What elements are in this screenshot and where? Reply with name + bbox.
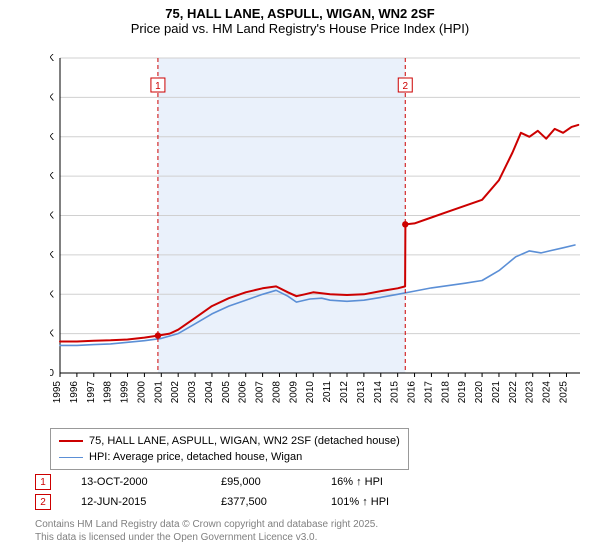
footer-line-1: Contains HM Land Registry data © Crown c… <box>35 518 378 531</box>
transaction-date: 12-JUN-2015 <box>81 496 221 508</box>
svg-text:2003: 2003 <box>187 381 198 404</box>
transaction-row: 1 13-OCT-2000£95,00016% ↑ HPI <box>35 472 451 492</box>
svg-text:2011: 2011 <box>322 381 333 403</box>
svg-text:2013: 2013 <box>356 381 367 404</box>
chart-area: £0 £100K £200K £300K £400K £500K £600K £700K £80… <box>50 48 590 408</box>
svg-text:2012: 2012 <box>339 381 350 404</box>
svg-text:2004: 2004 <box>204 381 215 404</box>
title-line-2: Price paid vs. HM Land Registry's House … <box>0 21 600 36</box>
svg-text:2017: 2017 <box>423 381 434 404</box>
legend-label: 75, HALL LANE, ASPULL, WIGAN, WN2 2SF (d… <box>89 433 400 449</box>
svg-text:2018: 2018 <box>440 381 451 404</box>
legend-swatch <box>59 457 83 458</box>
svg-text:1996: 1996 <box>69 381 80 404</box>
svg-text:2005: 2005 <box>221 381 232 404</box>
transaction-row: 2 12-JUN-2015£377,500101% ↑ HPI <box>35 492 451 512</box>
svg-text:2025: 2025 <box>558 381 569 404</box>
svg-text:2010: 2010 <box>305 381 316 404</box>
footer: Contains HM Land Registry data © Crown c… <box>35 518 378 544</box>
svg-text:2015: 2015 <box>390 381 401 404</box>
svg-text:2007: 2007 <box>255 381 266 404</box>
transaction-hpi: 101% ↑ HPI <box>331 496 451 508</box>
svg-text:2022: 2022 <box>508 381 519 404</box>
svg-text:2014: 2014 <box>373 381 384 404</box>
transaction-price: £95,000 <box>221 476 331 488</box>
svg-text:2023: 2023 <box>525 381 536 404</box>
svg-text:£400K: £400K <box>50 211 54 222</box>
svg-text:2020: 2020 <box>474 381 485 404</box>
footer-line-2: This data is licensed under the Open Gov… <box>35 531 378 544</box>
svg-text:£800K: £800K <box>50 53 54 64</box>
svg-text:2019: 2019 <box>457 381 468 404</box>
legend-swatch <box>59 440 83 442</box>
title-line-1: 75, HALL LANE, ASPULL, WIGAN, WN2 2SF <box>0 6 600 21</box>
svg-text:1995: 1995 <box>52 381 63 404</box>
svg-text:2016: 2016 <box>407 381 418 404</box>
transaction-badge: 2 <box>35 494 51 510</box>
svg-text:£600K: £600K <box>50 132 54 143</box>
legend: 75, HALL LANE, ASPULL, WIGAN, WN2 2SF (d… <box>50 428 409 470</box>
svg-text:£100K: £100K <box>50 329 54 340</box>
transaction-price: £377,500 <box>221 496 331 508</box>
svg-text:2008: 2008 <box>271 381 282 404</box>
transaction-hpi: 16% ↑ HPI <box>331 476 451 488</box>
transaction-badge: 1 <box>35 474 51 490</box>
svg-text:2024: 2024 <box>542 381 553 404</box>
legend-item: 75, HALL LANE, ASPULL, WIGAN, WN2 2SF (d… <box>59 433 400 449</box>
svg-text:1999: 1999 <box>120 381 131 404</box>
svg-text:2001: 2001 <box>153 381 164 404</box>
svg-text:1997: 1997 <box>86 381 97 404</box>
chart-titles: 75, HALL LANE, ASPULL, WIGAN, WN2 2SF Pr… <box>0 0 600 36</box>
svg-text:2002: 2002 <box>170 381 181 404</box>
svg-text:£500K: £500K <box>50 171 54 182</box>
svg-text:2000: 2000 <box>136 381 147 404</box>
svg-text:2006: 2006 <box>238 381 249 404</box>
svg-text:2: 2 <box>402 81 408 92</box>
svg-text:£700K: £700K <box>50 92 54 103</box>
legend-item: HPI: Average price, detached house, Wiga… <box>59 449 400 465</box>
transactions-table: 1 13-OCT-2000£95,00016% ↑ HPI 2 12-JUN-2015… <box>35 472 451 512</box>
svg-text:£300K: £300K <box>50 250 54 261</box>
svg-text:2009: 2009 <box>288 381 299 404</box>
legend-label: HPI: Average price, detached house, Wiga… <box>89 449 302 465</box>
svg-text:2021: 2021 <box>491 381 502 404</box>
svg-text:1: 1 <box>155 81 161 92</box>
svg-text:1998: 1998 <box>103 381 114 404</box>
svg-text:£200K: £200K <box>50 289 54 300</box>
chart-svg: £0 £100K £200K £300K £400K £500K £600K £700K £80… <box>50 48 590 408</box>
svg-text:£0: £0 <box>50 368 54 379</box>
transaction-date: 13-OCT-2000 <box>81 476 221 488</box>
